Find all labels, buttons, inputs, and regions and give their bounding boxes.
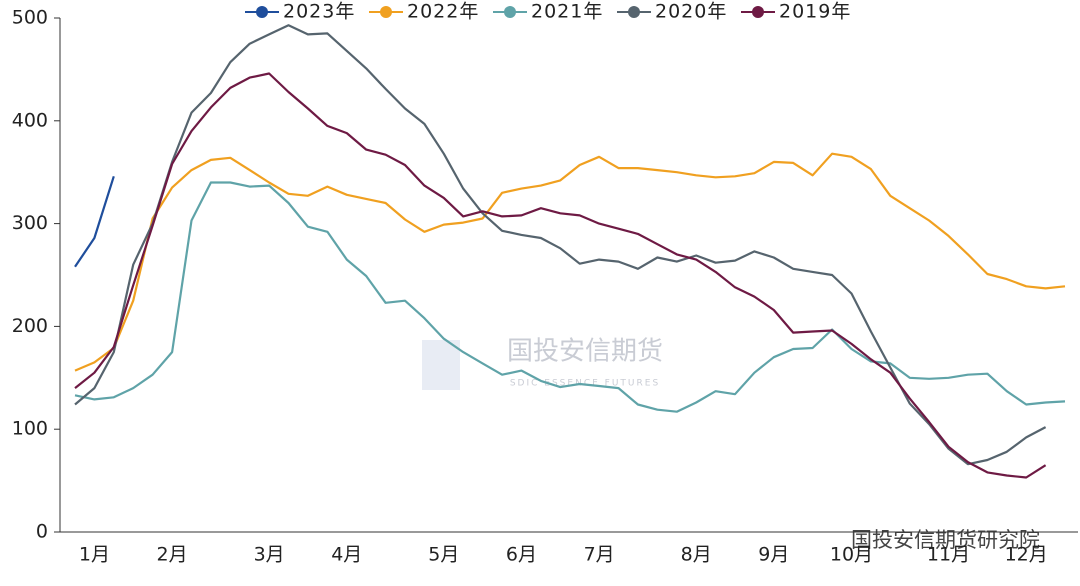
legend-marker [628,6,640,18]
x-tick-label: 5月 [428,544,459,566]
legend-label: 2021年 [531,1,603,23]
legend-label: 2023年 [283,1,355,23]
y-tick-label: 300 [12,212,48,234]
y-tick-label: 0 [36,521,48,543]
series-line [74,175,115,268]
x-tick-label: 7月 [584,544,615,566]
x-tick-label: 8月 [681,544,712,566]
watermark-logo: 国投安信期货 [507,337,663,367]
series-line [74,181,1066,413]
x-tick-label: 2月 [157,544,188,566]
watermark-icon [422,340,460,390]
legend-label: 2019年 [779,1,851,23]
x-tick-label: 4月 [331,544,362,566]
x-tick-label: 12月 [1005,544,1048,566]
legend-marker [380,6,392,18]
legend-label: 2022年 [407,1,479,23]
x-tick-label: 11月 [927,544,970,566]
series-line [74,24,1047,466]
x-tick-label: 1月 [79,544,110,566]
series-line [74,72,1047,479]
x-tick-label: 3月 [254,544,285,566]
legend-marker [504,6,516,18]
y-tick-label: 400 [12,109,48,131]
x-tick-label: 6月 [506,544,537,566]
y-tick-label: 500 [12,7,48,29]
y-tick-label: 100 [12,418,48,440]
legend-label: 2020年 [655,1,727,23]
x-tick-label: 10月 [830,544,873,566]
legend-marker [256,6,268,18]
series-line [74,152,1066,372]
x-tick-label: 9月 [758,544,789,566]
y-tick-label: 200 [12,315,48,337]
legend-marker [752,6,764,18]
